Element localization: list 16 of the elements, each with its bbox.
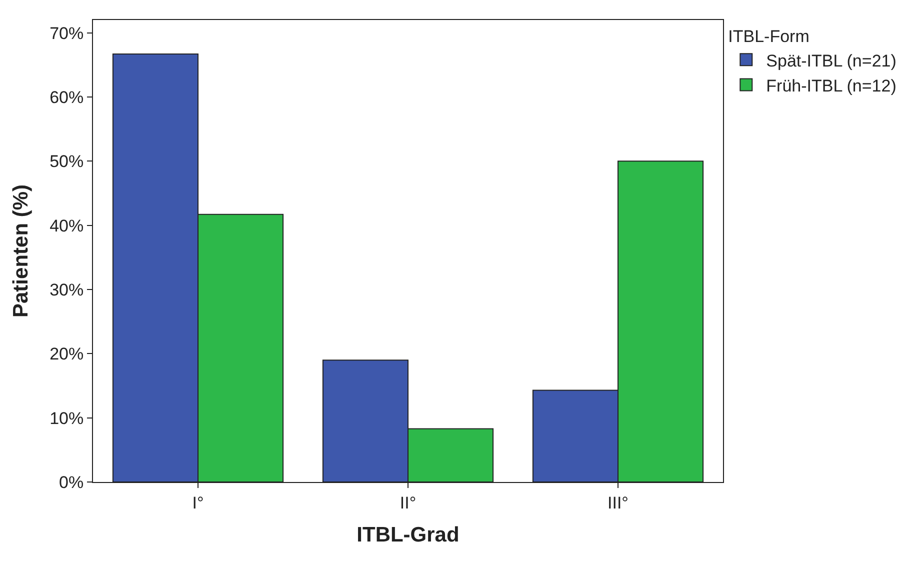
legend-label: Früh-ITBL (n=12): [766, 76, 896, 96]
y-tick-label: 20%: [50, 344, 84, 364]
y-tick-label: 10%: [50, 408, 84, 428]
x-axis-title: ITBL-Grad: [356, 524, 460, 547]
y-axis-title: Patienten (%): [10, 184, 33, 318]
y-tick-label: 50%: [50, 152, 84, 172]
y-tick-label: 70%: [50, 24, 84, 43]
x-tick-label: I°: [192, 493, 204, 512]
x-tick-label: II°: [400, 493, 416, 512]
legend-title: ITBL-Form: [728, 27, 810, 46]
y-tick-label: 30%: [50, 280, 84, 300]
y-tick-label: 40%: [50, 216, 84, 236]
y-tick-label: 0%: [59, 472, 84, 492]
y-tick-label: 60%: [50, 88, 84, 107]
x-tick-label: III°: [608, 493, 628, 512]
legend-label: Spät-ITBL (n=21): [766, 51, 896, 70]
